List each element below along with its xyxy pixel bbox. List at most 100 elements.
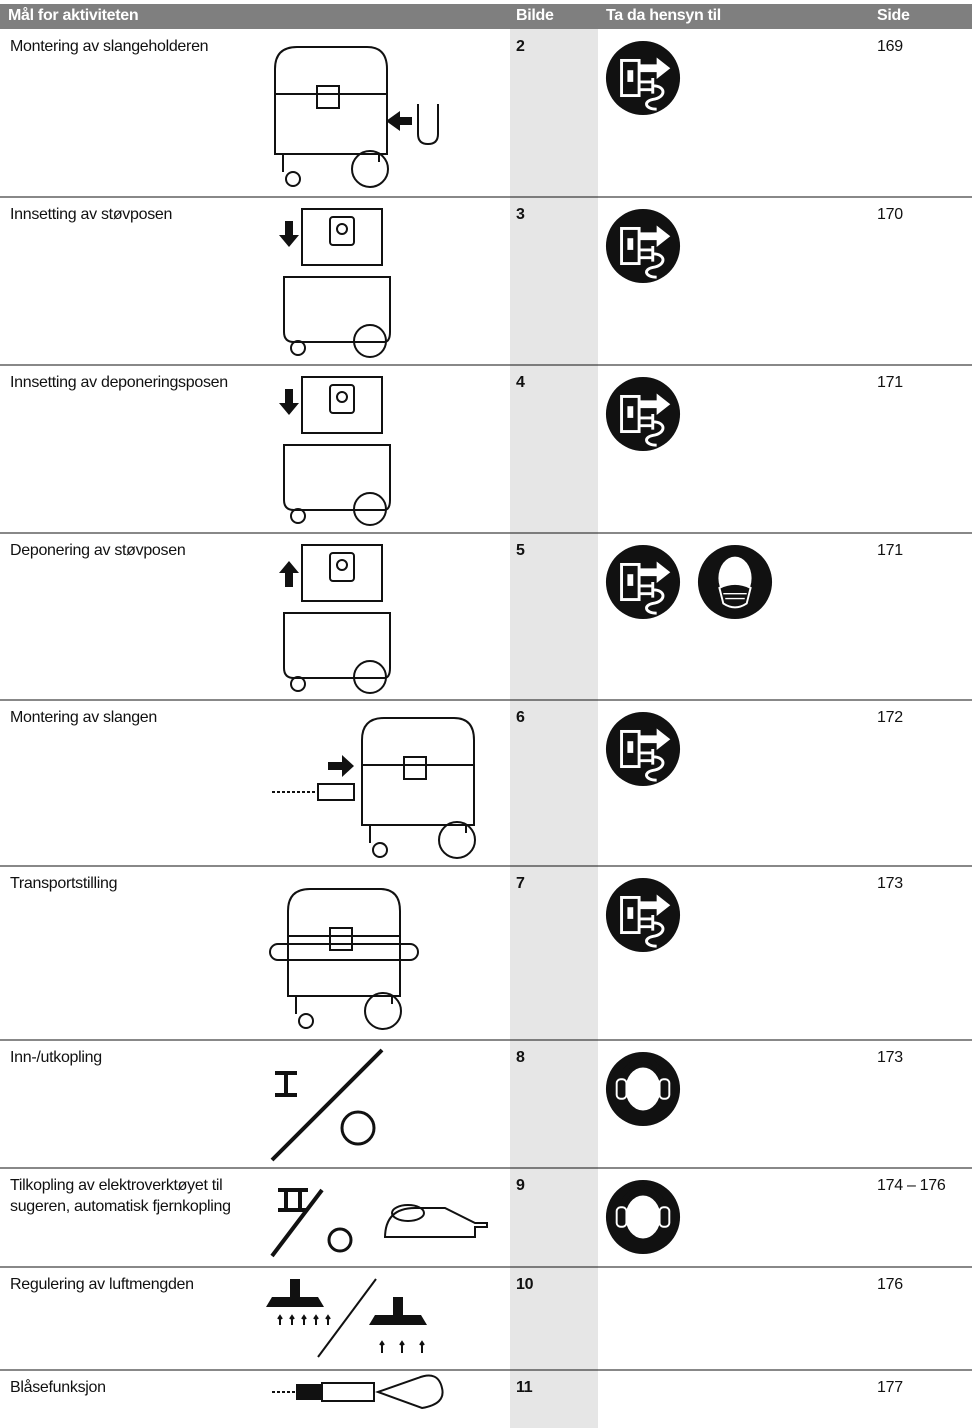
illustration: [296, 1384, 322, 1400]
illustration: [384, 1207, 488, 1239]
notice-icon: [604, 207, 682, 285]
illustration: [329, 927, 353, 951]
illustration: [417, 104, 439, 146]
illustration: [279, 221, 299, 247]
illustration: [283, 276, 391, 343]
notice-icon: [604, 375, 682, 453]
figure-column-shade: [510, 29, 598, 1428]
page-number: 172: [877, 709, 903, 726]
illustration: [353, 324, 387, 358]
illustration: [375, 1374, 444, 1410]
notice-icon: [604, 543, 682, 621]
illustration: [336, 391, 348, 403]
page-number: 170: [877, 206, 903, 223]
illustration: [438, 821, 476, 859]
illustration: [317, 783, 355, 801]
activity-text: sugeren, automatisk fjernkopling: [10, 1198, 231, 1215]
figure-number: 2: [516, 38, 525, 55]
page-number: 171: [877, 374, 903, 391]
header-figure: Bilde: [516, 7, 554, 24]
illustration: [391, 1204, 425, 1222]
notice-icon: [696, 543, 774, 621]
illustration: [351, 150, 389, 188]
notice-icon: [606, 1180, 680, 1254]
illustration: [329, 552, 355, 582]
illustration: [290, 676, 306, 692]
page-number: 169: [877, 38, 903, 55]
illustration: [301, 544, 383, 602]
illustration: [329, 384, 355, 414]
figure-number: 10: [516, 1276, 534, 1293]
illustration: [289, 1314, 295, 1325]
figure-number: 7: [516, 875, 525, 892]
illustration: [283, 612, 391, 679]
illustration: [364, 992, 402, 1030]
illustration: [321, 1382, 375, 1402]
activity-text: Innsetting av deponeringsposen: [10, 374, 228, 391]
page-number: 171: [877, 542, 903, 559]
figure-number: 5: [516, 542, 525, 559]
illustration: [327, 1227, 353, 1253]
illustration: [325, 1314, 331, 1325]
figure-number: 3: [516, 206, 525, 223]
illustration: [266, 1279, 324, 1307]
header-page: Side: [877, 7, 910, 24]
illustration: [270, 1048, 384, 1162]
illustration: [379, 1340, 385, 1353]
illustration: [285, 171, 301, 187]
illustration: [353, 660, 387, 694]
activity-text: Montering av slangeholderen: [10, 38, 209, 55]
illustration: [298, 1013, 314, 1029]
illustration: [419, 1340, 425, 1353]
illustration: [287, 888, 401, 997]
illustration: [290, 508, 306, 524]
illustration: [279, 389, 299, 415]
activity-text: Transportstilling: [10, 875, 118, 892]
header-background: [0, 4, 972, 29]
activity-text: Blåsefunksjon: [10, 1379, 106, 1396]
illustration: [361, 717, 475, 826]
illustration: [282, 154, 380, 172]
activity-text: Inn-/utkopling: [10, 1049, 102, 1066]
illustration: [353, 492, 387, 526]
illustration: [340, 1110, 376, 1146]
figure-number: 8: [516, 1049, 525, 1066]
page-number: 173: [877, 875, 903, 892]
figure-number: 11: [516, 1379, 533, 1396]
header-activity: Mål for aktiviteten: [8, 7, 139, 24]
illustration: [372, 842, 388, 858]
illustration: [386, 111, 412, 131]
activity-text: Regulering av luftmengden: [10, 1276, 194, 1293]
illustration: [301, 376, 383, 434]
illustration: [301, 1314, 307, 1325]
illustration: [313, 1314, 319, 1325]
page-number: 174 – 176: [877, 1177, 946, 1194]
activity-text: Montering av slangen: [10, 709, 157, 726]
illustration: [329, 216, 355, 246]
illustration: [369, 1297, 427, 1325]
illustration: [336, 559, 348, 571]
notice-icon: [604, 39, 682, 117]
notice-icon: [606, 1052, 680, 1126]
activity-text: Tilkopling av elektroverktøyet til: [10, 1177, 223, 1194]
illustration: [279, 561, 299, 587]
illustration: [316, 85, 340, 109]
illustration: [317, 1278, 377, 1358]
illustration: [290, 340, 306, 356]
figure-number: 9: [516, 1177, 525, 1194]
illustration: [399, 1340, 405, 1353]
illustration: [283, 444, 391, 511]
figure-number: 4: [516, 374, 525, 391]
illustration: [269, 943, 419, 961]
page-number: 176: [877, 1276, 903, 1293]
activity-text: Innsetting av støvposen: [10, 206, 173, 223]
page-number: 177: [877, 1379, 903, 1396]
illustration: [277, 1314, 283, 1325]
illustration: [336, 223, 348, 235]
notice-icon: [604, 710, 682, 788]
notice-icon: [604, 876, 682, 954]
illustration: [403, 756, 427, 780]
illustration: [301, 208, 383, 266]
